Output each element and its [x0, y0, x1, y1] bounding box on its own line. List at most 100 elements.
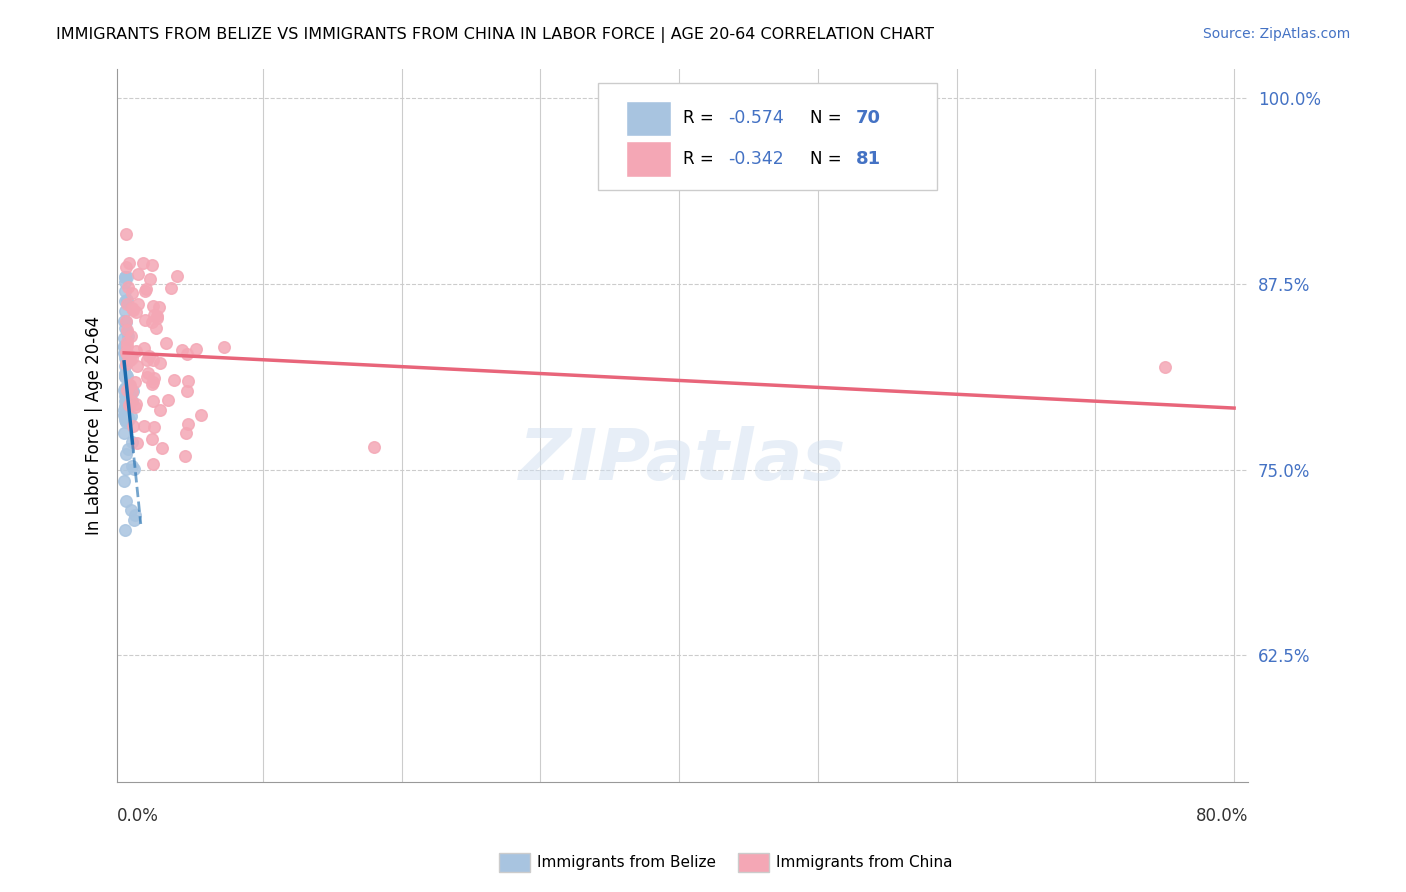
Text: R =: R = — [682, 150, 718, 168]
Point — [115, 325, 138, 339]
Point — [134, 284, 156, 298]
Point — [121, 301, 143, 315]
Point — [114, 315, 136, 329]
Point — [136, 369, 159, 384]
Point — [114, 403, 136, 417]
Point — [122, 513, 145, 527]
Point — [142, 299, 165, 313]
Point — [114, 294, 136, 309]
Point — [112, 330, 135, 344]
Point — [118, 349, 141, 363]
Point — [114, 359, 136, 373]
Point — [136, 366, 159, 380]
Point — [190, 408, 212, 422]
Text: 0.0%: 0.0% — [117, 807, 159, 825]
Point — [157, 392, 180, 407]
Point — [132, 255, 155, 269]
Point — [112, 313, 135, 327]
Point — [117, 380, 139, 394]
Point — [143, 309, 166, 323]
Point — [118, 256, 141, 270]
Point — [117, 413, 139, 427]
Point — [166, 269, 188, 284]
Point — [141, 315, 163, 329]
Point — [146, 310, 169, 325]
Point — [115, 461, 138, 475]
Point — [122, 384, 145, 399]
Point — [114, 276, 136, 290]
Point — [176, 347, 198, 361]
Point — [120, 409, 142, 423]
Point — [118, 398, 141, 412]
Point — [117, 399, 139, 413]
Point — [118, 378, 141, 392]
Point — [114, 393, 136, 408]
Point — [115, 297, 138, 311]
Point — [114, 320, 136, 334]
Point — [125, 305, 148, 319]
Point — [114, 412, 136, 426]
Point — [112, 338, 135, 352]
Point — [115, 369, 138, 384]
Point — [127, 297, 149, 311]
Point — [148, 300, 170, 314]
Point — [118, 378, 141, 392]
Text: -0.342: -0.342 — [728, 150, 783, 168]
Text: 70: 70 — [856, 110, 880, 128]
Point — [115, 323, 138, 337]
Point — [114, 368, 136, 382]
Point — [124, 343, 146, 358]
Point — [149, 402, 172, 417]
Point — [115, 409, 138, 423]
Point — [115, 390, 138, 404]
Point — [120, 352, 142, 367]
Point — [117, 328, 139, 343]
Point — [114, 388, 136, 402]
Text: -0.574: -0.574 — [728, 110, 783, 128]
Point — [363, 440, 385, 454]
Text: N =: N = — [810, 110, 848, 128]
Point — [114, 269, 136, 284]
Point — [150, 442, 173, 456]
Point — [115, 347, 138, 361]
Point — [115, 394, 138, 409]
Point — [112, 474, 135, 488]
Bar — [626, 141, 671, 177]
Text: IMMIGRANTS FROM BELIZE VS IMMIGRANTS FROM CHINA IN LABOR FORCE | AGE 20-64 CORRE: IMMIGRANTS FROM BELIZE VS IMMIGRANTS FRO… — [56, 27, 934, 43]
Text: R =: R = — [682, 110, 718, 128]
Point — [115, 494, 138, 508]
Point — [112, 425, 135, 440]
Point — [145, 321, 167, 335]
Point — [114, 344, 136, 359]
Point — [139, 272, 162, 286]
Point — [114, 269, 136, 284]
Point — [115, 334, 138, 349]
Point — [132, 419, 155, 434]
Point — [143, 420, 166, 434]
Point — [142, 371, 165, 385]
Point — [176, 374, 198, 388]
Point — [121, 302, 143, 317]
Point — [121, 459, 143, 474]
Bar — [626, 101, 671, 136]
Point — [149, 356, 172, 370]
Point — [142, 458, 165, 472]
Point — [141, 258, 163, 272]
Point — [114, 346, 136, 360]
Text: 80.0%: 80.0% — [1195, 807, 1249, 825]
Y-axis label: In Labor Force | Age 20-64: In Labor Force | Age 20-64 — [86, 316, 103, 534]
Point — [132, 341, 155, 355]
Point — [1153, 360, 1175, 375]
Point — [115, 384, 138, 398]
Point — [141, 377, 163, 392]
Point — [118, 352, 141, 367]
Point — [122, 462, 145, 476]
Point — [127, 267, 149, 281]
Point — [112, 409, 135, 423]
Point — [114, 368, 136, 383]
Point — [112, 383, 135, 397]
Point — [122, 419, 145, 434]
Point — [124, 508, 146, 522]
Point — [174, 425, 197, 440]
Point — [120, 388, 142, 402]
